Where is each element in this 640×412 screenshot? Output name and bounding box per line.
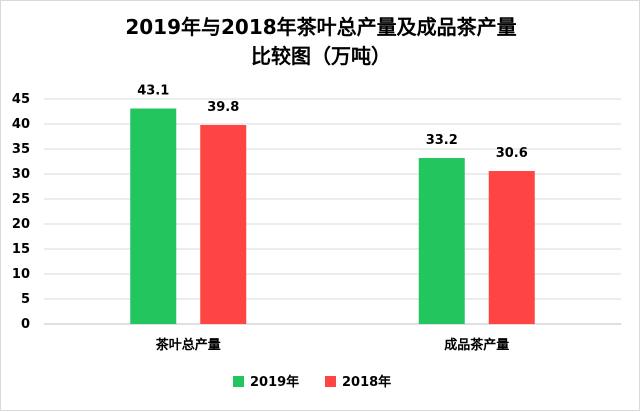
legend-label: 2018年	[342, 374, 391, 390]
axis-layer: 0 5 10 15 20 25 30 35 40 45 茶叶总产量 成品茶产量	[12, 92, 621, 353]
y-tick-label: 10	[12, 267, 30, 282]
y-tick-label: 40	[12, 117, 30, 132]
legend-swatch	[325, 376, 336, 387]
x-category-label: 茶叶总产量	[156, 337, 221, 353]
bar	[130, 108, 177, 324]
bar	[488, 171, 535, 324]
y-tick-label: 35	[12, 142, 30, 157]
y-tick-label: 30	[12, 167, 30, 182]
data-label-layer: 43.1 39.8 33.2 30.6	[137, 84, 528, 162]
y-tick-label: 15	[12, 242, 30, 257]
y-tick-label: 0	[21, 317, 30, 332]
y-tick-label: 5	[21, 292, 30, 307]
data-label: 39.8	[207, 100, 239, 115]
chart-title-line-1: 2019年与2018年茶叶总产量及成品茶产量	[125, 15, 516, 39]
x-category-label: 成品茶产量	[444, 337, 509, 353]
legend-label: 2019年	[250, 374, 299, 390]
y-tick-label: 25	[12, 192, 30, 207]
y-tick-label: 45	[12, 92, 30, 107]
bar	[418, 158, 465, 324]
data-label: 33.2	[426, 133, 458, 148]
bar	[200, 125, 247, 324]
y-tick-label: 20	[12, 217, 30, 232]
data-label: 43.1	[137, 84, 169, 99]
data-label: 30.6	[496, 146, 528, 161]
bar-layer	[130, 108, 535, 324]
legend-swatch	[233, 376, 244, 387]
legend: 2019年 2018年	[233, 374, 391, 390]
chart-title-line-2: 比较图（万吨）	[251, 44, 391, 68]
